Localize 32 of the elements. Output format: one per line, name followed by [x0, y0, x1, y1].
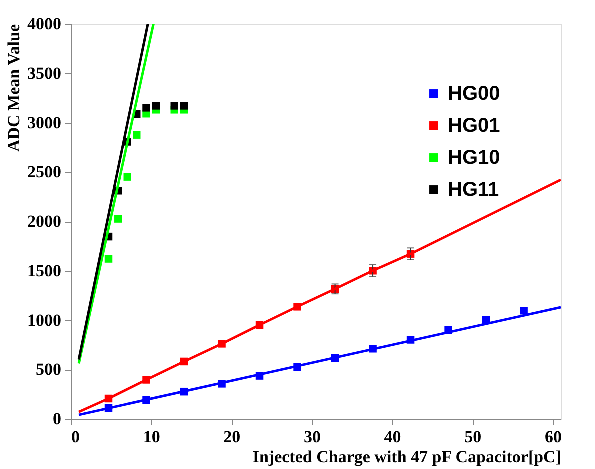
legend-label: HG01	[448, 115, 500, 137]
y-tick-label: 4000	[28, 14, 62, 34]
point	[170, 102, 178, 110]
point	[180, 102, 188, 110]
point	[152, 102, 160, 110]
y-tick-label: 1000	[28, 310, 62, 330]
x-tick-label: 50	[464, 428, 482, 446]
point	[142, 104, 150, 112]
x-tick-label: 10	[143, 428, 160, 446]
y-axis-title: ADC Mean Value	[4, 24, 24, 152]
point	[104, 255, 113, 263]
x-tick-label: 0	[72, 428, 80, 446]
point	[132, 131, 141, 139]
line-series	[78, 178, 561, 414]
y-tick-label: 2000	[28, 212, 62, 231]
legend-label: HG00	[448, 83, 500, 105]
point	[520, 306, 528, 315]
y-tick-label: 0	[53, 410, 62, 428]
x-tick-label: 30	[304, 428, 321, 446]
y-tick-label: 3000	[28, 113, 62, 132]
x-axis-title: Injected Charge with 47 pF Capacitor[pC]	[252, 448, 562, 466]
x-tick-label: 40	[384, 428, 402, 446]
y-tick-label: 1500	[28, 261, 62, 280]
x-tick-label: 20	[224, 428, 241, 446]
y-tick-label: 3500	[28, 64, 62, 83]
legend-label: HG10	[448, 147, 500, 169]
point	[124, 173, 132, 181]
legend-label: HG11	[448, 179, 500, 201]
x-tick-label: 60	[544, 428, 562, 446]
point	[114, 215, 122, 223]
y-tick-label: 500	[36, 360, 62, 380]
y-tick-label: 2500	[28, 162, 62, 182]
